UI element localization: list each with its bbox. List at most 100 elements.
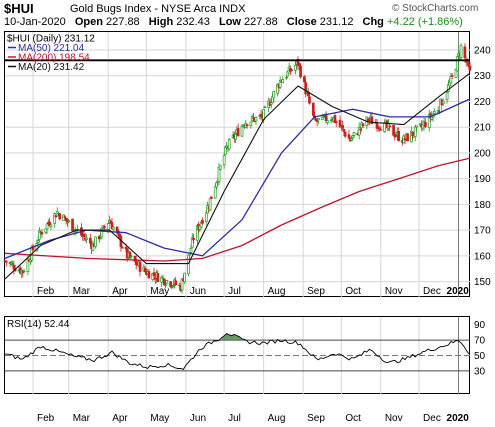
- price-panel: 150 160 170 180 190 200 210 220 230 240 Feb Mar Apr…: [3, 31, 491, 297]
- candle-up: [129, 255, 133, 257]
- candle-up: [215, 182, 218, 188]
- candle-down: [347, 134, 351, 139]
- rsi-x-tick-aug: Aug: [268, 413, 286, 424]
- high-value: 232.43: [176, 16, 210, 28]
- candle-down: [392, 125, 395, 136]
- open-value: 227.88: [106, 16, 140, 28]
- candle-down: [63, 216, 67, 219]
- price-y-tick-190: 190: [474, 174, 491, 185]
- quote-date: 10-Jan-2020: [4, 16, 66, 28]
- candle-down: [152, 272, 156, 277]
- candle-down: [379, 129, 383, 131]
- candle-down: [156, 273, 160, 283]
- candle-up: [432, 111, 436, 114]
- legend-entry-1: MA(50) 221.04: [18, 43, 85, 54]
- rsi-x-tick-2020: 2020: [447, 413, 470, 424]
- rsi-x-tick-feb: Feb: [37, 413, 55, 424]
- candle-down: [82, 233, 86, 238]
- candle-up: [278, 79, 282, 88]
- candle-down: [450, 75, 454, 77]
- candle-down: [397, 130, 401, 141]
- price-x-tick-apr: Apr: [112, 286, 128, 297]
- candle-down: [192, 238, 195, 241]
- rsi-x-tick-jun: Jun: [190, 413, 206, 424]
- chart-symbol: $HUI: [4, 1, 34, 16]
- candle-up: [459, 45, 463, 58]
- candle-up: [269, 102, 273, 105]
- candle-up: [352, 131, 356, 136]
- candle-up: [350, 138, 353, 141]
- candle-up: [441, 100, 445, 104]
- price-gridlines: [5, 32, 470, 297]
- legend-entry-3: MA(20) 231.42: [18, 62, 85, 73]
- candle-down: [424, 121, 427, 127]
- candle-down: [169, 281, 172, 287]
- price-candles: [3, 43, 472, 294]
- candle-down: [162, 278, 166, 285]
- price-x-tick-feb: Feb: [37, 286, 55, 297]
- rsi-legend-entry: RSI(14) 52.44: [7, 319, 70, 330]
- candle-down: [58, 213, 62, 220]
- rsi-y-tick-50: 50: [474, 351, 486, 362]
- candle-down: [174, 280, 178, 286]
- candle-up: [85, 237, 88, 240]
- candle-down: [311, 102, 315, 116]
- candle-up: [249, 121, 253, 127]
- candle-up: [45, 223, 49, 230]
- open-label: Open: [74, 16, 103, 28]
- candle-down: [71, 218, 74, 232]
- chart-credit: © StockCharts.com: [392, 3, 479, 14]
- rsi-x-ticks: Feb Mar Apr May Jun Jul Aug Sep Oct Nov Dec 2020: [37, 413, 469, 424]
- candle-down: [103, 226, 106, 229]
- candle-down: [378, 127, 381, 130]
- candle-down: [406, 133, 409, 142]
- candle-up: [234, 133, 237, 140]
- close-value: 231.12: [319, 16, 354, 28]
- candle-up: [317, 118, 320, 121]
- low-label: Low: [218, 16, 241, 28]
- high-label: High: [148, 16, 174, 28]
- candle-up: [285, 76, 288, 79]
- candle-down: [341, 125, 344, 129]
- candle-up: [165, 280, 169, 284]
- legend-entry-2: MA(200) 198.54: [18, 53, 90, 64]
- quote-row: 10-Jan-2020 Open 227.88 High 232.43 Low …: [4, 16, 469, 28]
- candle-up: [187, 254, 190, 275]
- price-series-lines: [4, 59, 471, 280]
- rsi-x-tick-nov: Nov: [385, 413, 403, 424]
- rsi-x-tick-oct: Oct: [345, 413, 361, 424]
- candle-down: [210, 196, 213, 199]
- price-x-tick-aug: Aug: [268, 286, 286, 297]
- close-label: Close: [286, 16, 317, 28]
- rsi-y-ticks: 30 50 70 90: [474, 320, 486, 377]
- candle-up: [106, 223, 110, 231]
- candle-down: [343, 131, 347, 137]
- candle-down: [147, 271, 151, 279]
- candle-up: [204, 212, 208, 223]
- candle-down: [370, 116, 374, 125]
- rsi-y-tick-70: 70: [474, 336, 486, 347]
- candle-down: [368, 119, 371, 121]
- candle-down: [303, 76, 306, 83]
- candle-up: [218, 165, 222, 170]
- rsi-y-tick-30: 30: [474, 366, 486, 377]
- price-x-tick-may: May: [150, 286, 169, 297]
- rsi-y-tick-90: 90: [474, 320, 486, 331]
- price-y-tick-220: 220: [474, 97, 491, 108]
- legend-entry-0: $HUI (Daily) 231.12: [7, 34, 95, 45]
- candle-up: [263, 106, 267, 108]
- rsi-gridlines: [5, 317, 470, 394]
- candle-up: [183, 272, 186, 283]
- candle-up: [222, 155, 226, 166]
- rsi-line: [4, 333, 470, 370]
- candle-up: [413, 126, 417, 137]
- candle-up: [26, 258, 30, 272]
- price-y-tick-160: 160: [474, 251, 491, 262]
- rsi-x-tick-mar: Mar: [73, 413, 91, 424]
- rsi-series: [4, 333, 470, 370]
- price-y-tick-200: 200: [474, 148, 491, 159]
- rsi-x-tick-apr: Apr: [112, 413, 128, 424]
- candle-down: [304, 82, 308, 95]
